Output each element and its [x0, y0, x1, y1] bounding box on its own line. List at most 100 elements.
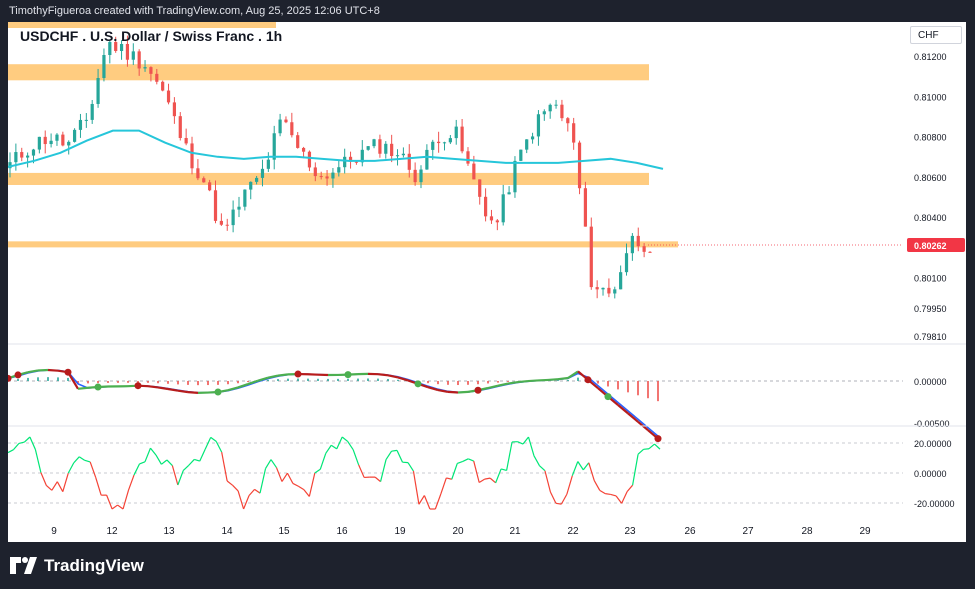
osc-histogram-bar — [77, 381, 79, 384]
osc-signal-dot — [584, 376, 592, 384]
osc-main-segment — [457, 390, 469, 394]
x-tick-label: 16 — [336, 526, 348, 537]
rsi-segment — [149, 447, 157, 456]
rsi-segment — [599, 489, 606, 495]
tradingview-logo[interactable]: TradingView — [10, 556, 144, 576]
currency-button[interactable]: CHF — [910, 26, 962, 44]
price-tick-label: 0.79950 — [914, 304, 947, 314]
osc-main-segment — [617, 404, 629, 415]
osc-main-segment — [187, 391, 199, 394]
osc-main-segment — [557, 376, 569, 381]
rsi-segment — [637, 448, 644, 455]
x-tick-label: 26 — [684, 526, 696, 537]
osc-histogram-bar — [117, 381, 119, 383]
last-price-tag — [907, 237, 965, 252]
candle-body — [84, 119, 88, 121]
rsi-segment — [73, 456, 80, 464]
osc-histogram-bar — [487, 381, 489, 384]
candle-body — [225, 224, 229, 226]
rsi-segment — [29, 436, 36, 450]
rsi-segment — [549, 491, 557, 504]
osc-signal-dot — [134, 382, 142, 390]
osc-signal-dot — [654, 435, 662, 443]
osc-histogram-bar — [177, 381, 179, 385]
osc-histogram-bar — [437, 381, 439, 385]
footer — [0, 542, 975, 589]
rsi-segment — [166, 459, 173, 467]
rsi-segment — [139, 461, 146, 465]
rsi-segment — [106, 494, 113, 510]
rsi-pane: 20.00000 0.00000 -20.00000 — [8, 436, 955, 510]
rsi-segment — [648, 443, 655, 450]
rsi-segment — [352, 449, 360, 466]
x-tick-label: 12 — [106, 526, 118, 537]
osc-signal-dot — [94, 383, 102, 391]
osc-main-segment — [257, 376, 269, 382]
osc-histogram-bar — [87, 381, 89, 384]
oscillator-pane: 0.00000 -0.00500 — [8, 368, 966, 443]
rsi-segment — [341, 436, 349, 442]
rsi-tick-label: -20.00000 — [914, 499, 955, 509]
rsi-tick-label: 20.00000 — [914, 439, 952, 449]
candle-body — [384, 143, 388, 154]
osc-histogram-bar — [627, 381, 629, 393]
candle-body — [636, 235, 640, 247]
osc-histogram-bar — [357, 378, 359, 381]
osc-histogram-bar — [477, 381, 479, 385]
rsi-segment — [539, 465, 546, 472]
rsi-segment — [325, 444, 332, 454]
rsi-segment — [560, 493, 568, 505]
rsi-segment — [462, 458, 469, 462]
rsi-segment — [308, 472, 316, 497]
rsi-segment — [544, 470, 552, 493]
candle-body — [437, 141, 441, 144]
osc-histogram-bar — [637, 381, 639, 396]
candle-body — [472, 163, 476, 180]
rsi-segment — [347, 441, 354, 450]
rsi-segment — [286, 472, 294, 484]
osc-histogram-bar — [137, 381, 139, 383]
rsi-segment — [89, 461, 97, 478]
chart-frame[interactable]: 0.81200 0.81000 0.80800 0.80600 0.80400 0.801… — [8, 22, 966, 542]
candle-body — [296, 135, 300, 148]
rsi-segment — [314, 468, 321, 474]
candle-body — [149, 67, 153, 74]
x-tick-label: 22 — [567, 526, 579, 537]
osc-main-segment — [517, 379, 529, 384]
osc-main-segment — [627, 412, 639, 423]
candle-body — [260, 168, 265, 178]
moving-average-line — [8, 129, 664, 170]
osc-histogram-bar — [97, 381, 99, 384]
sr-zone — [8, 172, 649, 185]
candle-body — [172, 102, 177, 117]
rsi-segment — [199, 448, 206, 462]
candle-body — [108, 42, 112, 55]
candle-body — [90, 103, 94, 120]
rsi-segment — [243, 495, 250, 510]
osc-main-segment — [487, 384, 499, 390]
candle-body — [213, 190, 218, 221]
brand-name: TradingView — [44, 556, 144, 575]
rsi-segment — [298, 485, 305, 491]
rsi-segment — [188, 459, 195, 466]
rsi-segment — [468, 458, 474, 462]
osc-signal-dot — [8, 374, 12, 382]
candle-body — [301, 147, 306, 152]
rsi-segment — [210, 436, 217, 442]
rsi-segment — [144, 447, 152, 463]
candle-body — [78, 119, 83, 130]
osc-histogram-bar — [427, 381, 429, 384]
candle-body — [331, 172, 335, 179]
osc-main-segment — [237, 383, 249, 389]
candle-body — [554, 104, 558, 106]
rsi-segment — [522, 436, 529, 445]
candle-body — [466, 151, 470, 164]
candle-body — [219, 220, 223, 225]
osc-histogram-bar — [237, 381, 239, 384]
osc-histogram-bar — [577, 377, 579, 381]
osc-histogram-bar — [267, 379, 269, 381]
rsi-segment — [67, 462, 75, 474]
chart-svg[interactable]: 0.81200 0.81000 0.80800 0.80600 0.80400 0.801… — [8, 22, 966, 542]
candle-body — [525, 139, 529, 150]
rsi-segment — [232, 484, 239, 492]
